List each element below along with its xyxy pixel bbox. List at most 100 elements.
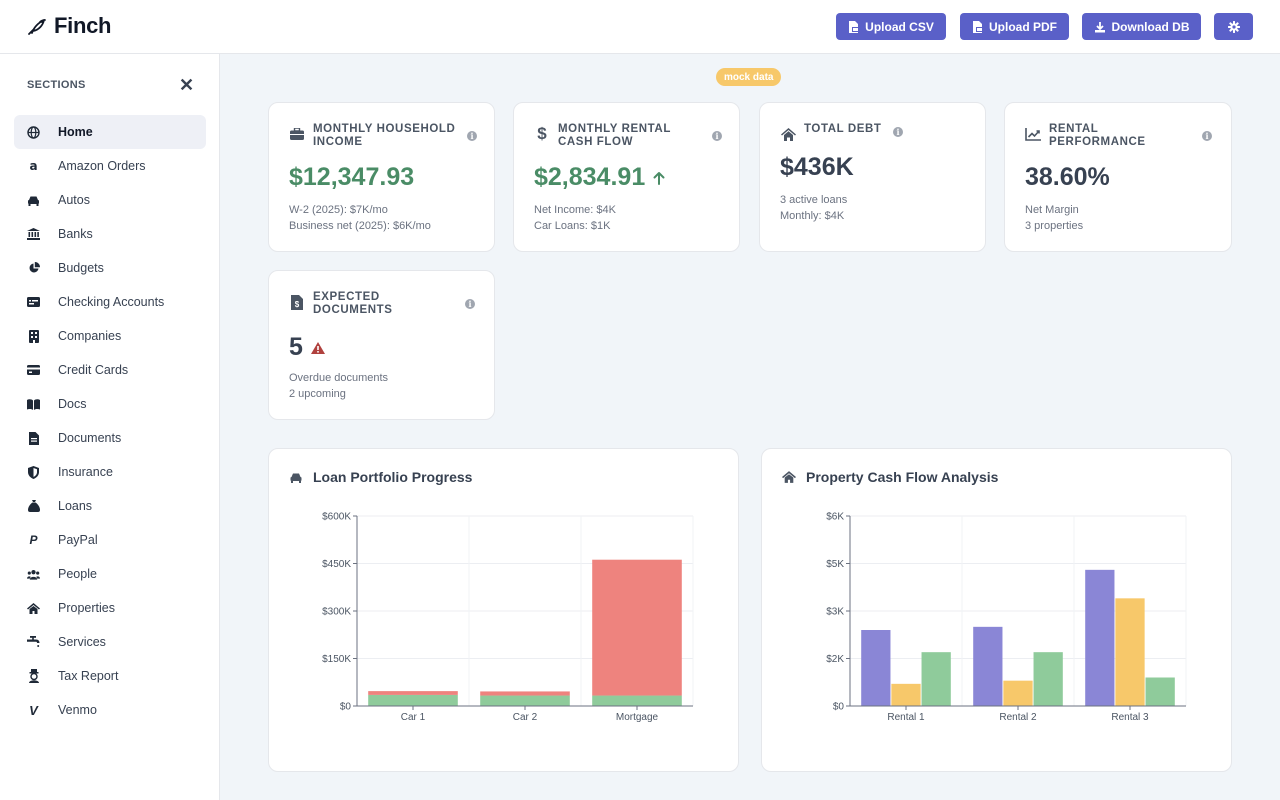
expected-documents-card: $ EXPECTED DOCUMENTS i 5 Overdue documen…	[268, 270, 495, 420]
sidebar-title: SECTIONS	[27, 79, 86, 91]
sidebar-item-venmo[interactable]: V Venmo	[14, 693, 206, 727]
file-invoice-icon: $	[289, 294, 305, 310]
app-name: Finch	[54, 13, 112, 38]
sidebar-item-home[interactable]: Home	[14, 115, 206, 149]
info-icon[interactable]: i	[893, 127, 903, 137]
bar	[1085, 569, 1115, 706]
app-logo[interactable]: Finch	[26, 13, 111, 39]
sidebar-item-loans[interactable]: Loans	[14, 489, 206, 523]
sidebar-item-label: Insurance	[58, 465, 113, 479]
y-tick-label: $3K	[826, 607, 844, 618]
venmo-icon: V	[29, 702, 38, 718]
card-subtext: Net Income: $4K Car Loans: $1K	[534, 202, 616, 234]
dollar-icon: $	[537, 124, 547, 143]
y-tick-label: $150K	[322, 654, 351, 665]
globe-icon	[27, 125, 40, 139]
sidebar-item-label: Banks	[58, 227, 93, 241]
property-cash-flow-title: Property Cash Flow Analysis	[806, 469, 999, 485]
sidebar-item-docs[interactable]: Docs	[14, 387, 206, 421]
amazon-icon: a	[29, 159, 38, 173]
bar	[480, 695, 570, 706]
card-title: MONTHLY RENTAL CASH FLOW	[558, 123, 671, 148]
bar	[973, 626, 1003, 706]
bar	[592, 695, 682, 706]
rental-performance-value: 38.60%	[1025, 163, 1110, 191]
card-title: RENTAL PERFORMANCE	[1049, 123, 1146, 148]
bar	[1145, 677, 1175, 706]
sidebar-item-companies[interactable]: Companies	[14, 319, 206, 353]
card-sub-line: Business net (2025): $6K/mo	[289, 220, 431, 232]
card-sub-line: 3 properties	[1025, 220, 1084, 232]
x-tick-label: Rental 3	[1111, 712, 1149, 723]
download-db-button[interactable]: Download DB	[1082, 13, 1201, 40]
pie-chart-icon	[27, 262, 40, 275]
sidebar-item-insurance[interactable]: Insurance	[14, 455, 206, 489]
mock-data-badge: mock data	[716, 68, 782, 86]
upload-pdf-button[interactable]: Upload PDF	[960, 13, 1069, 40]
x-tick-label: Car 1	[401, 712, 426, 723]
x-tick-label: Car 2	[513, 712, 538, 723]
bar	[368, 691, 458, 695]
chart-title: Property Cash Flow Analysis	[782, 469, 998, 485]
bank-icon	[27, 228, 40, 241]
sidebar-item-label: Autos	[58, 193, 90, 207]
info-icon[interactable]: i	[712, 131, 722, 141]
car-icon	[290, 473, 302, 483]
warning-icon	[310, 341, 325, 354]
paypal-icon: P	[29, 533, 38, 547]
info-icon[interactable]: i	[465, 299, 475, 309]
sidebar-item-tax-report[interactable]: Tax Report	[14, 659, 206, 693]
sidebar-item-credit-cards[interactable]: Credit Cards	[14, 353, 206, 387]
rental-performance-card: RENTAL PERFORMANCE i 38.60% Net Margin 3…	[1004, 102, 1232, 252]
property-cash-flow-chart: $0 $2K $3K $5K $6K Rental 1 Rental 2 Rental 3	[826, 512, 1187, 723]
documents-value: 5	[289, 333, 303, 361]
sidebar-item-label: Loans	[58, 499, 93, 513]
sidebar-item-label: Budgets	[58, 261, 104, 275]
house-icon	[780, 126, 796, 142]
upload-pdf-label: Upload PDF	[989, 19, 1057, 34]
bar	[1115, 598, 1145, 706]
briefcase-icon	[289, 126, 305, 142]
sidebar-item-properties[interactable]: Properties	[14, 591, 206, 625]
sidebar-item-paypal[interactable]: P PayPal	[14, 523, 206, 557]
card-header: $ EXPECTED DOCUMENTS	[289, 291, 433, 317]
sidebar-item-services[interactable]: Services	[14, 625, 206, 659]
car-icon	[27, 194, 40, 207]
card-sub-line: 2 upcoming	[289, 388, 346, 400]
sidebar-item-budgets[interactable]: Budgets	[14, 251, 206, 285]
sidebar-item-banks[interactable]: Banks	[14, 217, 206, 251]
file-csv-icon	[849, 20, 860, 33]
y-tick-label: $0	[833, 702, 845, 713]
card-header: RENTAL PERFORMANCE	[1025, 123, 1189, 149]
total-debt-card: TOTAL DEBT i $436K 3 active loans Monthl…	[759, 102, 986, 252]
settings-button[interactable]	[1214, 13, 1253, 40]
y-tick-label: $450K	[322, 559, 351, 570]
download-db-label: Download DB	[1111, 19, 1190, 34]
card-sub-line: Overdue documents	[289, 372, 389, 384]
house-icon	[27, 602, 40, 615]
card-subtext: Overdue documents 2 upcoming	[289, 370, 388, 402]
upload-csv-button[interactable]: Upload CSV	[836, 13, 946, 40]
bar	[592, 559, 682, 696]
sidebar-item-label: Tax Report	[58, 669, 119, 683]
bar	[480, 691, 570, 696]
card-header: $ MONTHLY RENTAL CASH FLOW	[534, 123, 698, 149]
debt-value: $436K	[780, 153, 854, 181]
card-subtext: 3 active loans Monthly: $4K	[780, 192, 847, 224]
sidebar-item-checking-accounts[interactable]: Checking Accounts	[14, 285, 206, 319]
sidebar-item-amazon-orders[interactable]: a Amazon Orders	[14, 149, 206, 183]
sidebar-item-label: People	[58, 567, 97, 581]
sidebar-item-people[interactable]: People	[14, 557, 206, 591]
sidebar-item-documents[interactable]: Documents	[14, 421, 206, 455]
credit-card-icon	[27, 364, 40, 377]
info-icon[interactable]: i	[1202, 131, 1212, 141]
info-icon[interactable]: i	[467, 131, 477, 141]
sidebar-item-label: Docs	[58, 397, 87, 411]
sidebar-item-label: Properties	[58, 601, 115, 615]
gear-icon	[1227, 20, 1240, 33]
sidebar-item-autos[interactable]: Autos	[14, 183, 206, 217]
card-title: TOTAL DEBT	[804, 123, 882, 135]
y-tick-label: $2K	[826, 654, 844, 665]
close-icon[interactable]: ✕	[179, 75, 195, 95]
card-subtext: Net Margin 3 properties	[1025, 202, 1083, 234]
